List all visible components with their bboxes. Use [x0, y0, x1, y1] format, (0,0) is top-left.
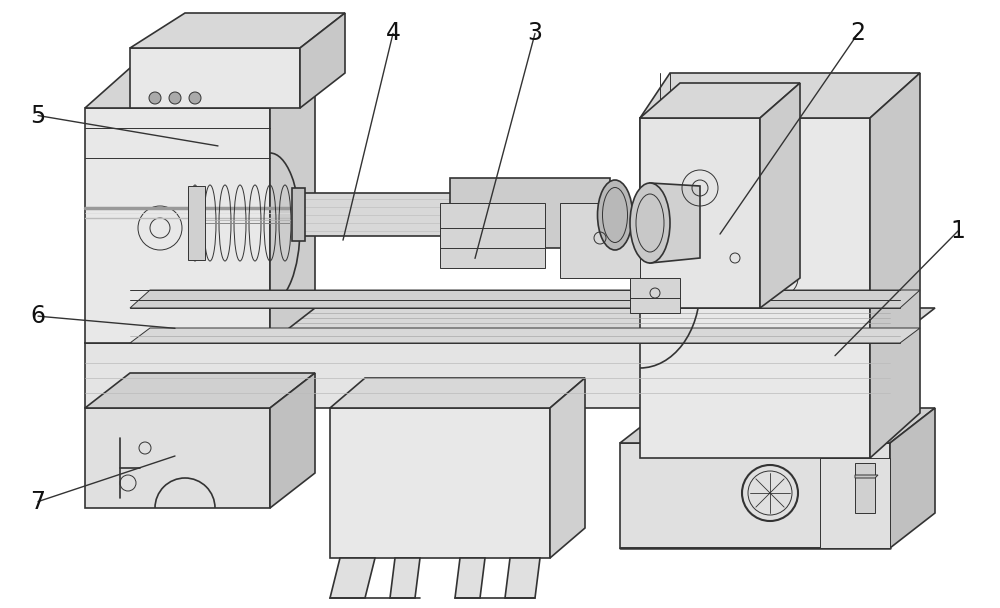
Polygon shape	[130, 48, 300, 108]
Polygon shape	[390, 558, 420, 598]
Polygon shape	[640, 73, 920, 118]
Polygon shape	[188, 186, 205, 260]
Polygon shape	[85, 108, 270, 343]
Polygon shape	[560, 203, 640, 278]
Polygon shape	[270, 68, 315, 343]
Ellipse shape	[630, 183, 670, 263]
Circle shape	[189, 92, 201, 104]
Polygon shape	[330, 408, 550, 558]
Text: 2: 2	[850, 21, 866, 46]
Polygon shape	[130, 13, 345, 48]
Polygon shape	[855, 475, 878, 478]
Polygon shape	[820, 458, 890, 548]
Polygon shape	[85, 308, 935, 343]
Polygon shape	[620, 408, 935, 443]
Polygon shape	[130, 290, 920, 308]
Polygon shape	[130, 328, 920, 343]
Ellipse shape	[598, 180, 633, 250]
Text: 3: 3	[528, 21, 542, 46]
Polygon shape	[640, 118, 870, 458]
Text: 7: 7	[30, 489, 46, 514]
Polygon shape	[550, 378, 585, 558]
Polygon shape	[855, 463, 875, 513]
Polygon shape	[890, 408, 935, 548]
Polygon shape	[505, 558, 540, 598]
Polygon shape	[650, 183, 700, 263]
Polygon shape	[440, 203, 545, 268]
Polygon shape	[330, 558, 375, 598]
Polygon shape	[270, 373, 315, 508]
Polygon shape	[85, 408, 270, 508]
Text: 5: 5	[30, 103, 46, 128]
Polygon shape	[760, 83, 800, 308]
Polygon shape	[300, 13, 345, 108]
Polygon shape	[292, 188, 305, 241]
Polygon shape	[300, 193, 590, 236]
Polygon shape	[620, 443, 890, 548]
Polygon shape	[640, 83, 800, 118]
Polygon shape	[85, 68, 315, 108]
Polygon shape	[455, 558, 485, 598]
Circle shape	[149, 92, 161, 104]
Text: 1: 1	[951, 219, 965, 243]
Polygon shape	[870, 73, 920, 458]
Polygon shape	[85, 343, 890, 408]
Polygon shape	[85, 373, 315, 408]
Text: 6: 6	[30, 304, 46, 328]
Text: 4: 4	[386, 21, 400, 46]
Polygon shape	[640, 118, 760, 308]
Polygon shape	[330, 378, 585, 408]
Circle shape	[169, 92, 181, 104]
Polygon shape	[630, 278, 680, 313]
Polygon shape	[450, 178, 610, 248]
